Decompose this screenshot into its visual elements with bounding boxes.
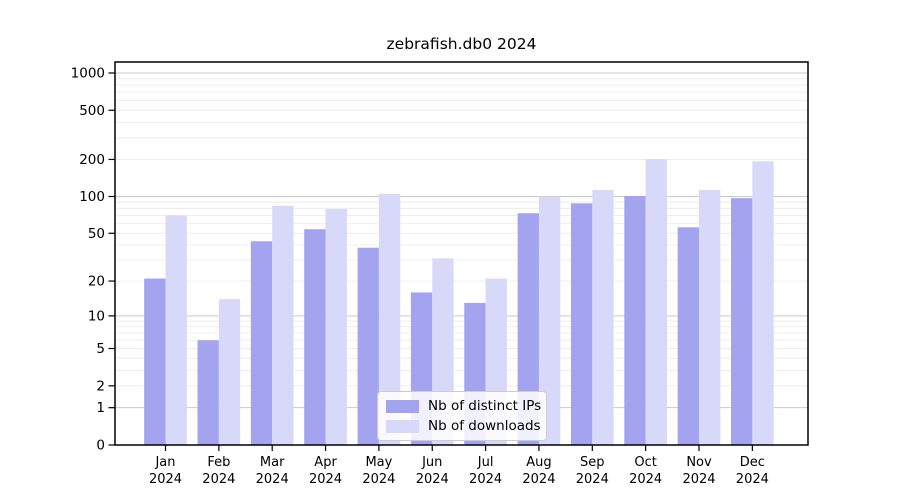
x-tick-label-month: Sep: [580, 455, 605, 470]
x-tick-label-year: 2024: [362, 472, 395, 487]
bar-distinct-ips-apr: [304, 229, 326, 445]
legend-swatch-downloads: [386, 419, 419, 433]
legend-item-distinct-ips: Nb of distinct IPs: [386, 398, 542, 414]
x-tick-label-year: 2024: [736, 472, 769, 487]
bar-distinct-ips-aug: [517, 213, 539, 445]
y-tick-label: 100: [79, 189, 105, 205]
y-tick-label: 20: [88, 274, 105, 290]
x-tick-label-month: Jun: [421, 455, 442, 470]
x-tick-label-year: 2024: [522, 472, 555, 487]
legend-item-downloads: Nb of downloads: [386, 418, 541, 434]
bar-distinct-ips-mar: [250, 241, 273, 445]
x-tick-label-year: 2024: [576, 472, 609, 487]
bar-downloads-feb: [218, 299, 241, 445]
bar-distinct-ips-feb: [197, 340, 219, 445]
x-tick-label-year: 2024: [629, 472, 662, 487]
plot-frame: [114, 61, 809, 446]
y-tick-label: 1: [96, 400, 105, 416]
chart-title: zebrafish.db0 2024: [386, 35, 537, 53]
x-tick-label-year: 2024: [309, 472, 342, 487]
x-tick-label-month: Mar: [260, 455, 285, 470]
x-tick-label-month: Apr: [314, 455, 337, 470]
bar-downloads-may: [378, 193, 401, 445]
y-tick-label: 2: [96, 378, 105, 394]
x-tick-label-year: 2024: [469, 472, 502, 487]
bar-downloads-dec: [752, 161, 774, 445]
bar-distinct-ips-nov: [677, 227, 699, 445]
x-tick-label-year: 2024: [256, 472, 289, 487]
y-tick-label: 5: [96, 341, 105, 357]
bar-downloads-mar: [272, 205, 294, 445]
bar-distinct-ips-jan: [144, 278, 166, 445]
x-tick-label-month: Dec: [740, 455, 765, 470]
bar-downloads-nov: [699, 189, 721, 445]
x-tick-label-month: May: [365, 455, 392, 470]
bar-downloads-jan: [165, 215, 187, 445]
y-tick-label: 1000: [71, 66, 105, 82]
legend: Nb of distinct IPs Nb of downloads: [377, 391, 547, 441]
y-tick-label: 0: [96, 438, 105, 454]
x-tick-label-month: Feb: [207, 455, 230, 470]
bar-downloads-apr: [325, 209, 347, 445]
y-tick-label: 200: [79, 152, 105, 168]
bar-downloads-sep: [592, 189, 614, 445]
y-tick-label: 50: [88, 226, 105, 242]
x-tick-label-year: 2024: [202, 472, 235, 487]
y-tick-label: 500: [79, 103, 105, 119]
bar-downloads-oct: [645, 159, 667, 445]
x-tick-label-year: 2024: [416, 472, 449, 487]
x-tick-label-month: Oct: [634, 455, 656, 470]
x-tick-label-month: Nov: [686, 455, 712, 470]
y-tick-label: 10: [88, 308, 105, 324]
x-tick-label-year: 2024: [149, 472, 182, 487]
x-tick-label-month: Jan: [154, 455, 175, 470]
bar-distinct-ips-dec: [731, 198, 753, 445]
legend-label-downloads: Nb of downloads: [428, 418, 541, 434]
x-tick-label-month: Aug: [526, 455, 551, 470]
x-tick-label-year: 2024: [682, 472, 715, 487]
legend-label-distinct-ips: Nb of distinct IPs: [428, 398, 542, 414]
bar-distinct-ips-oct: [624, 195, 646, 445]
bar-distinct-ips-may: [357, 247, 379, 445]
bar-distinct-ips-sep: [570, 203, 593, 445]
legend-swatch-distinct-ips: [386, 399, 419, 413]
x-tick-label-month: Jul: [477, 455, 494, 470]
bar-downloads-aug: [538, 196, 561, 445]
